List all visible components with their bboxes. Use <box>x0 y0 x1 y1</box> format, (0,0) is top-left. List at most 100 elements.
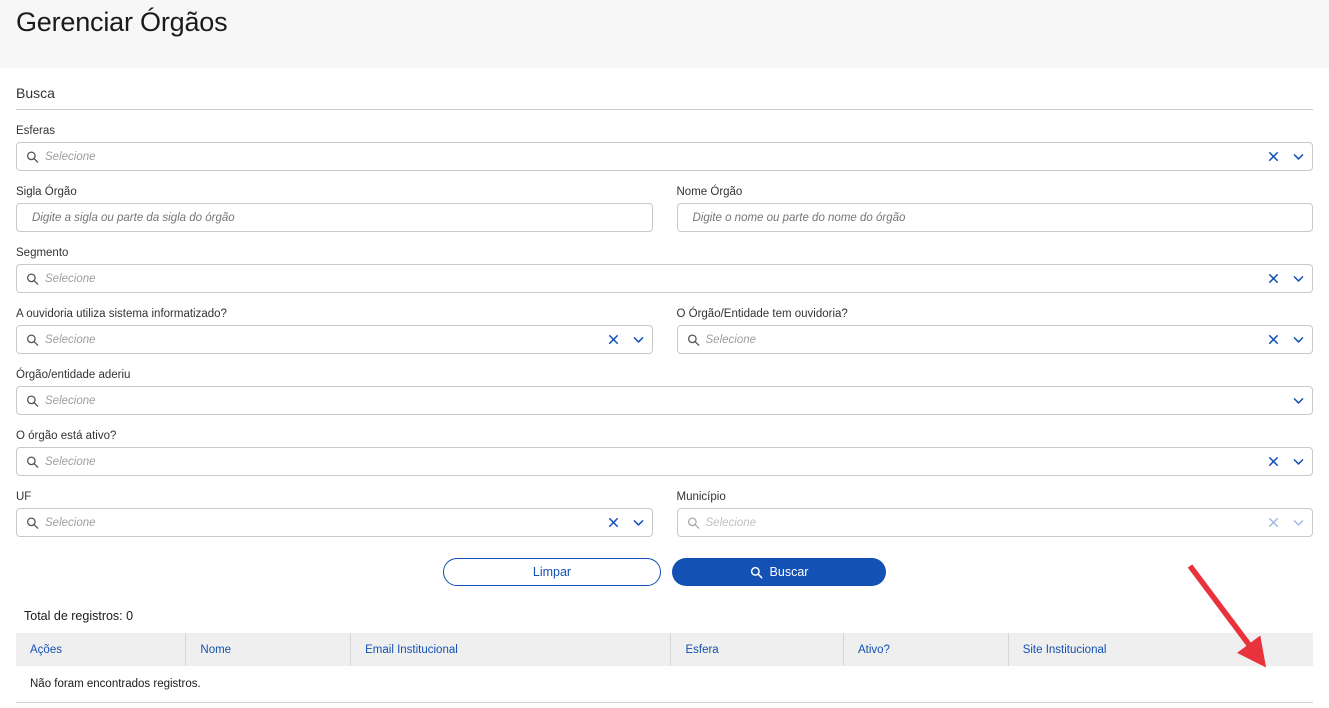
chevron-down-icon[interactable] <box>632 516 645 529</box>
esferas-select[interactable]: Selecione <box>16 142 1313 171</box>
esferas-actions <box>1267 143 1305 170</box>
sigla-orgao-control[interactable] <box>16 203 653 232</box>
ativo-actions <box>1267 448 1305 475</box>
row-aderiu: Órgão/entidade aderiu Selecione <box>16 368 1313 415</box>
tem-ouvidoria-placeholder: Selecione <box>705 333 757 346</box>
aderiu-actions <box>1292 387 1305 414</box>
empty-state-message: Não foram encontrados registros. <box>16 666 1313 703</box>
search-icon <box>26 150 39 163</box>
chevron-down-icon[interactable] <box>1292 516 1305 529</box>
chevron-down-icon[interactable] <box>1292 455 1305 468</box>
sistema-informatizado-placeholder: Selecione <box>45 333 96 346</box>
uf-actions <box>607 509 645 536</box>
tem-ouvidoria-actions <box>1267 326 1305 353</box>
clear-icon[interactable] <box>607 333 620 346</box>
clear-icon[interactable] <box>1267 272 1280 285</box>
field-label-uf: UF <box>16 491 32 503</box>
field-sistema-informatizado: A ouvidoria utiliza sistema informatizad… <box>16 307 653 354</box>
page-title: Gerenciar Órgãos <box>16 7 228 37</box>
field-label-sistema-informatizado: A ouvidoria utiliza sistema informatizad… <box>16 308 227 320</box>
sigla-orgao-input[interactable] <box>30 209 642 226</box>
municipio-select[interactable]: Selecione <box>676 508 1313 537</box>
column-header-esfera[interactable]: Esfera <box>670 633 844 666</box>
search-form: Esferas Selecione <box>0 124 1329 586</box>
ativo-select[interactable]: Selecione <box>16 447 1313 476</box>
clear-button[interactable]: Limpar <box>443 558 661 586</box>
table-header-row: Ações Nome Email Institucional Esfera At… <box>16 633 1313 666</box>
results-table: Ações Nome Email Institucional Esfera At… <box>16 633 1313 703</box>
chevron-down-icon[interactable] <box>1292 333 1305 346</box>
row-ativo: O órgão está ativo? Selecione <box>16 429 1313 476</box>
clear-icon[interactable] <box>1267 455 1280 468</box>
column-header-ativo[interactable]: Ativo? <box>843 633 1009 666</box>
field-nome-orgao: Nome Órgão <box>676 185 1313 232</box>
field-label-nome-orgao: Nome Órgão <box>676 186 743 198</box>
search-icon <box>26 333 39 346</box>
tem-ouvidoria-select[interactable]: Selecione <box>676 325 1313 354</box>
clear-icon[interactable] <box>1267 150 1280 163</box>
field-municipio: Município Selecione <box>676 490 1313 537</box>
search-icon <box>26 272 39 285</box>
field-esferas: Esferas Selecione <box>16 124 1313 171</box>
field-label-tem-ouvidoria: O Órgão/Entidade tem ouvidoria? <box>676 308 848 320</box>
search-icon <box>687 333 699 346</box>
row-ouvidoria-questions: A ouvidoria utiliza sistema informatizad… <box>16 307 1313 354</box>
column-header-site-institucional[interactable]: Site Institucional <box>1008 633 1313 666</box>
page-content: Busca Esferas Selecione <box>0 68 1329 708</box>
nome-orgao-input[interactable] <box>690 209 1302 226</box>
field-segmento: Segmento Selecione <box>16 246 1313 293</box>
search-icon <box>26 455 39 468</box>
municipio-placeholder: Selecione <box>705 516 757 529</box>
clear-icon[interactable] <box>1267 333 1280 346</box>
row-segmento: Segmento Selecione <box>16 246 1313 293</box>
field-label-segmento: Segmento <box>16 247 69 259</box>
search-section-title: Busca <box>16 85 55 101</box>
field-sigla-orgao: Sigla Órgão <box>16 185 653 232</box>
column-header-nome[interactable]: Nome <box>185 633 352 666</box>
row-sigla-nome: Sigla Órgão Nome Órgão <box>16 185 1313 232</box>
search-button[interactable]: Buscar <box>672 558 886 586</box>
chevron-down-icon[interactable] <box>1292 272 1305 285</box>
column-header-acoes[interactable]: Ações <box>16 633 187 666</box>
field-label-ativo: O órgão está ativo? <box>16 430 117 442</box>
field-ativo: O órgão está ativo? Selecione <box>16 429 1313 476</box>
results-table-body: Não foram encontrados registros. <box>16 666 1313 703</box>
nome-orgao-control[interactable] <box>676 203 1313 232</box>
row-uf-municipio: UF Selecione <box>16 490 1313 537</box>
chevron-down-icon[interactable] <box>632 333 645 346</box>
field-label-sigla-orgao: Sigla Órgão <box>16 186 77 198</box>
field-label-esferas: Esferas <box>16 125 55 137</box>
column-header-email-institucional[interactable]: Email Institucional <box>350 633 672 666</box>
search-button-label: Buscar <box>769 565 809 579</box>
field-uf: UF Selecione <box>16 490 653 537</box>
aderiu-select[interactable]: Selecione <box>16 386 1313 415</box>
field-aderiu: Órgão/entidade aderiu Selecione <box>16 368 1313 415</box>
search-icon <box>26 394 39 407</box>
chevron-down-icon[interactable] <box>1292 150 1305 163</box>
search-icon <box>26 516 39 529</box>
uf-placeholder: Selecione <box>45 516 96 529</box>
field-tem-ouvidoria: O Órgão/Entidade tem ouvidoria? Selecion… <box>676 307 1313 354</box>
clear-icon[interactable] <box>1267 516 1280 529</box>
field-label-municipio: Município <box>676 491 726 503</box>
segmento-placeholder: Selecione <box>45 272 96 285</box>
ativo-placeholder: Selecione <box>45 455 96 468</box>
search-icon <box>687 516 699 529</box>
segmento-select[interactable]: Selecione <box>16 264 1313 293</box>
chevron-down-icon[interactable] <box>1292 394 1305 407</box>
uf-select[interactable]: Selecione <box>16 508 653 537</box>
esferas-placeholder: Selecione <box>45 150 96 163</box>
field-label-aderiu: Órgão/entidade aderiu <box>16 369 131 381</box>
sistema-informatizado-actions <box>607 326 645 353</box>
sistema-informatizado-select[interactable]: Selecione <box>16 325 653 354</box>
results-table-head: Ações Nome Email Institucional Esfera At… <box>16 633 1313 666</box>
clear-icon[interactable] <box>607 516 620 529</box>
search-actions: Limpar Buscar <box>16 558 1313 586</box>
row-esferas: Esferas Selecione <box>16 124 1313 171</box>
municipio-actions <box>1267 509 1305 536</box>
section-divider <box>16 109 1313 110</box>
search-icon <box>750 566 762 578</box>
aderiu-placeholder: Selecione <box>45 394 96 407</box>
results-table-wrap: Ações Nome Email Institucional Esfera At… <box>16 633 1313 703</box>
